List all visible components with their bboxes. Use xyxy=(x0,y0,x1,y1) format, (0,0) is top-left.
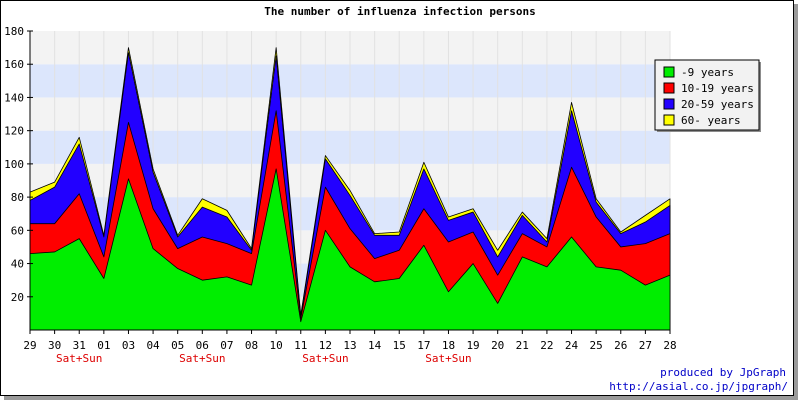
legend-swatch xyxy=(663,98,675,110)
x-tick-label: 31 xyxy=(73,339,86,352)
axes: 20 40 60 80 100 120 140 160 180 29 30 31 01 03 04 05 06 0… xyxy=(4,25,677,365)
legend-swatch xyxy=(663,66,675,78)
chart-title: The number of influenza infection person… xyxy=(264,5,536,18)
x-tick-label: 14 xyxy=(368,339,382,352)
area-series xyxy=(29,47,671,331)
legend-label: -9 years xyxy=(681,66,734,79)
x-tick-label: 15 xyxy=(393,339,406,352)
legend-label: 60- years xyxy=(681,114,741,127)
x-tick-label: 12 xyxy=(319,339,332,352)
y-tick-label: 100 xyxy=(4,158,24,171)
weekend-label: Sat+Sun xyxy=(302,352,348,365)
x-tick-label: 17 xyxy=(417,339,430,352)
legend-label: 10-19 years xyxy=(681,82,754,95)
x-tick-label: 25 xyxy=(590,339,603,352)
y-tick-label: 160 xyxy=(4,58,24,71)
x-tick-label: 22 xyxy=(540,339,553,352)
x-tick-label: 30 xyxy=(48,339,61,352)
y-tick-label: 60 xyxy=(11,224,24,237)
legend: -9 years 10-19 years 20-59 years 60- years xyxy=(654,59,761,132)
x-tick-label: 21 xyxy=(516,339,529,352)
y-tick-label: 80 xyxy=(11,191,24,204)
x-tick-label: 13 xyxy=(343,339,356,352)
x-tick-label: 20 xyxy=(491,339,504,352)
x-tick-label: 27 xyxy=(639,339,652,352)
x-tick-label: 07 xyxy=(220,339,233,352)
legend-swatch xyxy=(663,82,675,94)
y-tick-label: 140 xyxy=(4,91,24,104)
x-tick-label: 18 xyxy=(442,339,455,352)
x-tick-label: 11 xyxy=(294,339,307,352)
x-tick-label: 10 xyxy=(270,339,283,352)
x-tick-label: 29 xyxy=(23,339,36,352)
area--9-years xyxy=(29,168,671,331)
x-tick-label: 05 xyxy=(171,339,184,352)
x-tick-label: 26 xyxy=(614,339,627,352)
y-tick-label: 40 xyxy=(11,258,24,271)
y-tick-label: 20 xyxy=(11,291,24,304)
weekend-label: Sat+Sun xyxy=(425,352,471,365)
x-tick-label: 28 xyxy=(663,339,676,352)
credit-line-2[interactable]: http://asial.co.jp/jpgraph/ xyxy=(609,380,788,393)
x-tick-label: 19 xyxy=(466,339,479,352)
weekend-label: Sat+Sun xyxy=(179,352,225,365)
x-tick-label: 24 xyxy=(565,339,579,352)
credit-line-1: produced by JpGraph xyxy=(660,366,786,379)
x-tick-label: 03 xyxy=(122,339,135,352)
legend-label: 20-59 years xyxy=(681,98,754,111)
y-tick-label: 180 xyxy=(4,25,24,38)
x-tick-label: 04 xyxy=(146,339,160,352)
x-tick-label: 08 xyxy=(245,339,258,352)
legend-swatch xyxy=(663,114,675,126)
y-tick-label: 120 xyxy=(4,125,24,138)
x-tick-label: 01 xyxy=(97,339,110,352)
x-tick-label: 06 xyxy=(196,339,209,352)
weekend-label: Sat+Sun xyxy=(56,352,102,365)
